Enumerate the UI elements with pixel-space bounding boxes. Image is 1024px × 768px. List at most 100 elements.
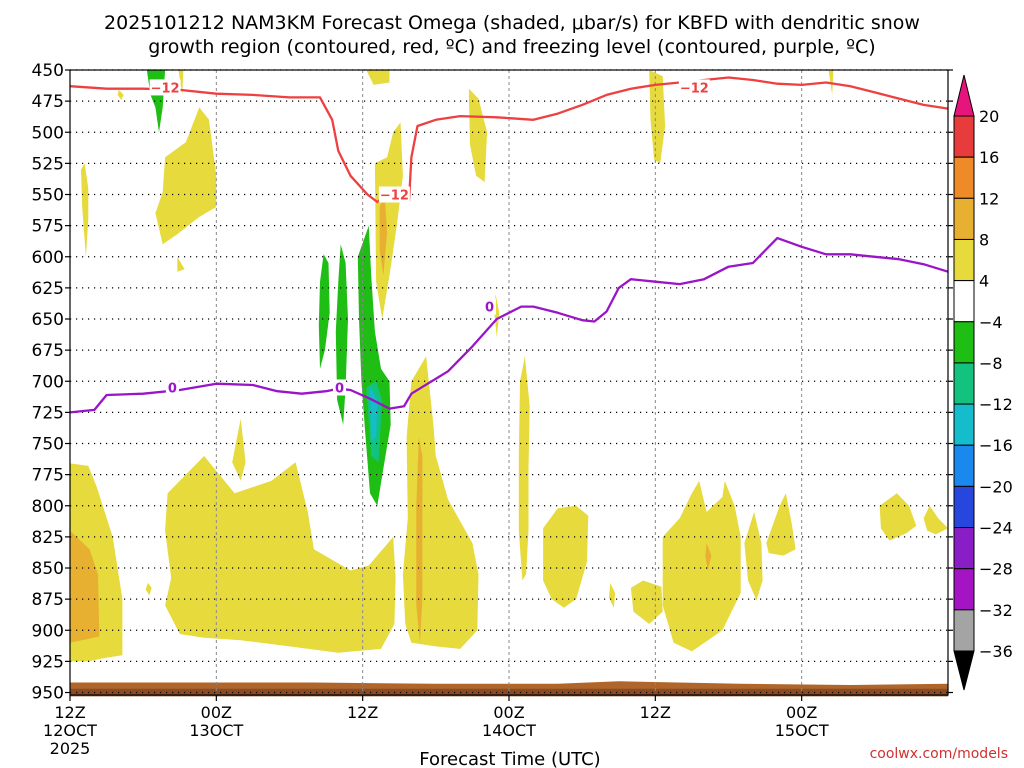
x-axis-label: Forecast Time (UTC) <box>419 749 600 768</box>
series-label: −12 <box>378 186 410 204</box>
colorbar-bin <box>953 609 975 652</box>
x-tick-label: 12Z <box>347 703 378 722</box>
colorbar-label: 16 <box>979 148 999 167</box>
y-tick-label: 900 <box>32 621 64 641</box>
y-tick-label: 950 <box>32 684 64 704</box>
omega-region-11 <box>318 254 330 369</box>
omega-region-1 <box>70 530 100 643</box>
colorbar-label: −4 <box>979 313 1003 332</box>
series-label: 0 <box>165 379 179 396</box>
omega-region-27 <box>630 580 663 624</box>
omega-region-26 <box>609 582 616 608</box>
y-tick-label: 875 <box>32 590 64 610</box>
colorbar-bin <box>953 280 975 323</box>
colorbar-label: 20 <box>979 107 999 126</box>
omega-region-25 <box>543 505 589 608</box>
colorbar: 20 16 12 8 4 −4 −8 −12 −16 −20 −24 −28 −32 −36 <box>953 74 1013 691</box>
contour-lines: −12 −12 −12 0 0 0 <box>69 76 949 414</box>
colorbar-bin <box>953 485 975 529</box>
omega-region-10 <box>232 418 246 481</box>
y-tick-label: 600 <box>32 248 64 268</box>
series-label-bg <box>482 298 496 315</box>
y-tick-label: 525 <box>32 154 64 174</box>
y-tick-label: 825 <box>32 528 64 548</box>
y-tick-label: 775 <box>32 466 64 486</box>
series-label: 0 <box>482 298 496 316</box>
x-tick-date: 15OCT <box>775 721 829 740</box>
omega-region-8 <box>178 70 184 95</box>
x-tick-label: 00Z <box>493 703 524 722</box>
colorbar-label: −28 <box>979 560 1013 579</box>
y-tick-label: 450 <box>32 61 64 81</box>
omega-region-7 <box>177 256 185 272</box>
colorbar-label: 8 <box>979 230 989 249</box>
series-label: 0 <box>332 379 346 396</box>
omega-region-22 <box>468 88 488 183</box>
colorbar-bin <box>953 197 975 240</box>
colorbar-label: −8 <box>979 354 1003 373</box>
x-tick-year: 2025 <box>50 739 91 758</box>
colorbar-bin <box>953 321 975 364</box>
omega-region-34 <box>879 493 917 541</box>
y-tick-label: 925 <box>32 652 64 672</box>
series-line-1 <box>69 236 949 414</box>
colorbar-bin <box>953 238 975 282</box>
omega-region-32 <box>766 493 796 556</box>
y-tick-label: 650 <box>32 310 64 330</box>
y-tick-label: 800 <box>32 497 64 517</box>
colorbar-label: −36 <box>979 642 1013 661</box>
colorbar-label: 4 <box>979 272 989 291</box>
y-tick-label: 625 <box>32 279 64 299</box>
grid <box>70 69 948 695</box>
omega-region-6 <box>155 107 217 245</box>
credit-text: coolwx.com/models <box>870 746 1008 762</box>
series-label: −12 <box>149 79 181 96</box>
omega-region-13 <box>357 225 391 506</box>
series-label-bg <box>332 379 346 396</box>
series-line-0 <box>69 76 949 204</box>
colorbar-label: −24 <box>979 519 1013 538</box>
series-label-text: −12 <box>680 81 709 96</box>
colorbar-bin <box>953 115 975 158</box>
x-tick-label: 12Z <box>54 703 85 722</box>
series-label-text: 0 <box>168 381 177 396</box>
y-tick-label: 500 <box>32 123 64 143</box>
series-label-text: −12 <box>151 81 180 96</box>
y-tick-label: 575 <box>32 217 64 237</box>
omega-region-21 <box>366 70 390 85</box>
y-tick-label: 675 <box>32 341 64 361</box>
series-label: −12 <box>678 79 710 96</box>
omega-region-4 <box>145 582 152 596</box>
omega-shading <box>70 70 948 697</box>
omega-region-28 <box>649 70 666 164</box>
omega-region-29 <box>662 480 741 652</box>
omega-region-16 <box>374 122 403 319</box>
chart-title-line2: growth region (contoured, red, ºC) and f… <box>148 36 875 58</box>
y-tick-label: 725 <box>32 403 64 423</box>
series-label-bg <box>165 379 179 396</box>
omega-region-3 <box>117 89 124 100</box>
colorbar-bin <box>953 362 975 405</box>
series-label-bg <box>149 79 181 96</box>
y-tick-label: 750 <box>32 435 64 455</box>
omega-region-31 <box>744 512 763 601</box>
omega-region-9 <box>165 456 396 653</box>
colorbar-bin <box>953 444 975 487</box>
colorbar-bin <box>953 403 975 446</box>
colorbar-bin <box>953 156 975 199</box>
series-label-bg <box>678 79 710 96</box>
x-tick-label: 12Z <box>640 703 671 722</box>
colorbar-label: −32 <box>979 601 1013 620</box>
x-tick-label: 00Z <box>786 703 817 722</box>
omega-region-30 <box>705 543 712 571</box>
y-tick-label: 550 <box>32 186 64 206</box>
series-label-bg <box>378 186 410 203</box>
y-tick-label: 700 <box>32 372 64 392</box>
x-tick-date: 14OCT <box>482 721 536 740</box>
x-tick-date: 13OCT <box>189 721 243 740</box>
omega-region-2 <box>81 163 89 257</box>
omega-region-20 <box>416 437 423 643</box>
